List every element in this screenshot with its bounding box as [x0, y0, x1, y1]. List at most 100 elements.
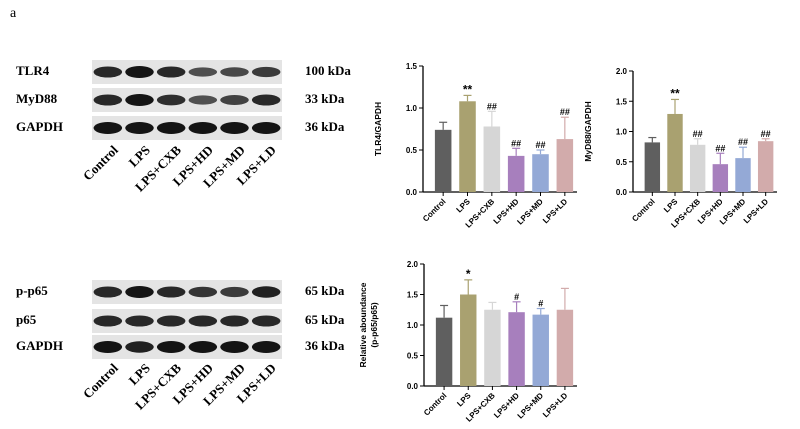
y-tick-label: 0.0 [406, 188, 418, 197]
significance-marker: ## [511, 138, 521, 148]
y-tick-label: 1.0 [406, 104, 418, 113]
blot-band [125, 66, 154, 78]
y-axis-label-line2: (p-p65/p65) [369, 302, 379, 348]
blot-band [188, 341, 218, 353]
y-tick-label: 0.0 [407, 382, 419, 391]
blot-band [156, 286, 186, 298]
blot-strip [92, 60, 282, 84]
x-tick-label: LPS+MD [515, 197, 545, 227]
y-axis-label: TLR4/GAPDH [373, 102, 383, 156]
blot-band [220, 67, 249, 77]
x-tick-label: LPS [455, 391, 473, 409]
y-tick-label: 1.5 [616, 97, 628, 106]
panel-letter: a [10, 6, 17, 21]
y-tick-label: 0.5 [616, 158, 628, 167]
bar [556, 309, 574, 386]
blot-band [125, 315, 154, 327]
blot-row-label: p65 [16, 312, 37, 327]
x-tick-label: LPS [455, 197, 473, 215]
blot-row-label: TLR4 [16, 63, 50, 78]
molecular-weight-label: 36 kDa [305, 338, 345, 353]
blot-band [220, 341, 249, 353]
blot-band [251, 286, 281, 298]
significance-marker: # [514, 292, 519, 302]
x-tick-label: LPS+LD [541, 391, 569, 419]
y-tick-label: 1.5 [407, 291, 419, 300]
x-tick-label: LPS+LD [742, 197, 770, 225]
significance-marker: ## [487, 101, 497, 111]
significance-marker: ** [670, 86, 680, 100]
blot-row-label: p-p65 [16, 283, 48, 298]
blot-band [220, 286, 249, 298]
molecular-weight-label: 36 kDa [305, 119, 345, 134]
bar [459, 101, 476, 192]
bar [507, 155, 525, 192]
blot-band [93, 66, 123, 78]
blot-band [125, 94, 154, 106]
bar [508, 312, 525, 386]
bar [483, 126, 501, 192]
blot-strip [92, 116, 282, 140]
blot-band [93, 286, 123, 298]
blot-band [220, 122, 249, 134]
bar [667, 113, 683, 192]
blot-band [188, 315, 218, 327]
blot-row-label: GAPDH [16, 338, 63, 353]
blot-band [220, 315, 249, 327]
blot-band [125, 122, 154, 134]
molecular-weight-label: 65 kDa [305, 312, 345, 327]
x-tick-label: Control [421, 197, 447, 223]
blot-band [251, 122, 281, 134]
x-tick-label: LPS+MD [516, 391, 546, 421]
significance-marker: # [538, 299, 543, 309]
blot-row-label: MyD88 [16, 91, 58, 106]
y-tick-label: 0.5 [406, 146, 418, 155]
significance-marker: * [466, 267, 471, 281]
bar [532, 314, 549, 386]
y-axis-label: Relative aboundance [358, 282, 368, 367]
y-tick-label: 0.5 [407, 352, 419, 361]
blot-band [220, 95, 249, 105]
blot-row-label: GAPDH [16, 119, 63, 134]
blot-band [125, 286, 154, 298]
bar [435, 317, 453, 386]
bar [689, 144, 706, 192]
bar [460, 294, 477, 386]
blot-band [156, 122, 186, 134]
y-tick-label: 2.0 [407, 260, 419, 269]
blot-strip [92, 280, 282, 304]
significance-marker: ## [535, 140, 545, 150]
molecular-weight-label: 65 kDa [305, 283, 345, 298]
blot-band [93, 315, 123, 327]
blot-band [251, 315, 281, 327]
y-tick-label: 1.5 [406, 62, 418, 71]
blot-band [93, 341, 123, 353]
molecular-weight-label: 100 kDa [305, 63, 351, 78]
x-tick-label: Control [422, 391, 448, 417]
y-tick-label: 2.0 [616, 67, 628, 76]
blot-band [156, 315, 186, 327]
significance-marker: ## [738, 137, 748, 147]
significance-marker: ## [560, 107, 570, 117]
blot-strip [92, 88, 282, 112]
significance-marker: ## [693, 129, 703, 139]
bar [556, 139, 574, 192]
bar [434, 129, 452, 192]
bar [757, 141, 774, 192]
bar [712, 164, 729, 192]
x-tick-label: LPS+LD [541, 197, 569, 225]
y-tick-label: 0.0 [616, 188, 628, 197]
blot-band [93, 94, 123, 106]
bar [644, 142, 661, 192]
blot-band [156, 94, 186, 106]
significance-marker: ## [715, 143, 725, 153]
blot-band [251, 94, 281, 106]
blot-band [156, 341, 186, 353]
blot-band [188, 286, 218, 298]
significance-marker: ** [463, 82, 473, 96]
y-axis-label: MyD88/GAPDH [583, 101, 593, 161]
blot-band [188, 122, 218, 134]
blot-band [125, 341, 154, 353]
